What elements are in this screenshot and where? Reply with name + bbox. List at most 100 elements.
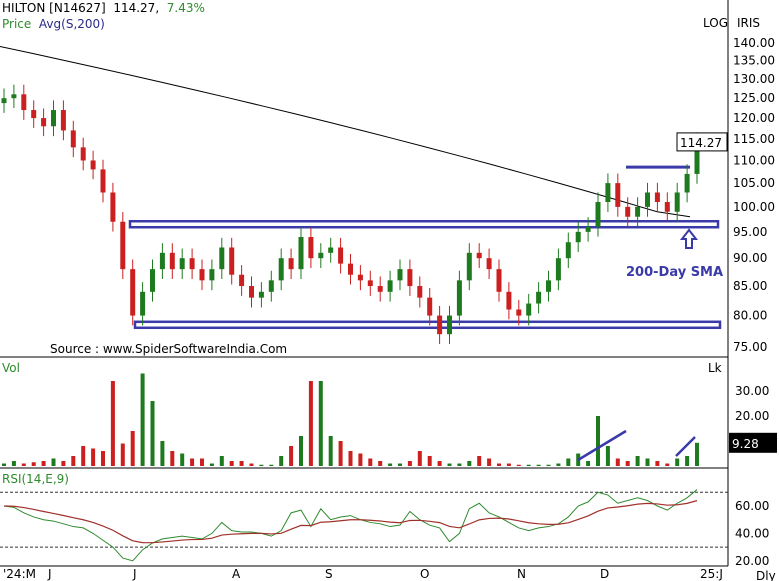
candle-body: [288, 258, 294, 270]
candle-body: [41, 118, 47, 127]
candle-body: [140, 291, 146, 316]
price-tick: 95.00: [733, 225, 767, 239]
log-label: LOG: [703, 16, 728, 30]
volume-bar: [546, 464, 551, 466]
volume-bar: [289, 446, 294, 466]
price-tick: 90.00: [733, 251, 767, 265]
x-tick: J: [47, 567, 52, 581]
volume-bar: [506, 463, 511, 466]
price-tick: 135.00: [733, 54, 775, 68]
volume-bar: [497, 463, 501, 466]
symbol-label: HILTON [N14627]: [2, 1, 106, 15]
volume-bar: [81, 446, 86, 466]
volume-bar: [279, 456, 284, 466]
candle-body: [258, 291, 264, 298]
candle-body: [31, 110, 37, 119]
period-label: Dly: [756, 569, 776, 581]
candle-body: [486, 258, 492, 270]
x-tick: S: [325, 567, 333, 581]
candle-body: [120, 221, 126, 270]
candle-body: [21, 94, 27, 111]
candle-body: [645, 192, 650, 207]
volume-bar: [328, 436, 333, 466]
x-tick: 25:J: [700, 567, 723, 581]
candle-body: [130, 269, 136, 316]
volume-bar: [21, 463, 26, 466]
chart-header: HILTON [N14627] 114.27, 7.43%: [2, 1, 205, 15]
volume-bar: [348, 451, 353, 466]
volume-bar: [41, 461, 46, 466]
candle-body: [229, 247, 235, 275]
volume-trendline: [577, 429, 627, 462]
indicator-prefix: Price: [2, 17, 32, 31]
candle-body: [625, 206, 631, 217]
volume-bar: [31, 462, 36, 466]
candle-body: [466, 252, 472, 281]
price-tick: 120.00: [733, 111, 775, 125]
sma-annotation: 200-Day SMA: [626, 265, 723, 280]
last-price-box: [676, 132, 728, 152]
volume-tick: 30.00: [735, 384, 769, 398]
volume-bar: [249, 463, 254, 466]
candle-body: [199, 269, 205, 281]
volume-bar: [685, 456, 690, 466]
candle-body: [516, 309, 522, 316]
x-tick: J: [132, 567, 137, 581]
volume-unit: Lk: [708, 361, 722, 375]
candle-body: [348, 263, 353, 275]
candle-body: [367, 280, 373, 287]
candle-body: [278, 258, 284, 281]
candle-body: [70, 130, 76, 148]
volume-bar: [91, 448, 96, 466]
candle-body: [397, 269, 403, 281]
volume-bar: [477, 456, 482, 466]
indicator-name: Avg(S,200): [38, 17, 105, 31]
volume-bar: [160, 441, 165, 466]
volume-bar: [200, 458, 204, 466]
candle-body: [674, 192, 680, 212]
volume-bar: [526, 464, 531, 466]
volume-bar: [299, 436, 303, 466]
last-price-label: 114.27: [680, 136, 722, 150]
candle-body: [526, 303, 532, 316]
volume-bar: [110, 381, 115, 466]
candle-body: [506, 291, 512, 310]
candle-body: [318, 252, 324, 259]
volume-bar: [120, 443, 125, 466]
price-tick: 100.00: [733, 200, 775, 214]
volume-bar: [645, 458, 650, 466]
candle-body: [555, 258, 561, 281]
candle-body: [80, 147, 86, 161]
price-tick: 110.00: [733, 153, 775, 167]
rsi-signal-line: [3, 500, 698, 544]
volume-bar: [388, 463, 393, 466]
volume-bar: [130, 431, 135, 466]
volume-bar: [596, 416, 600, 466]
candle-body: [496, 269, 502, 292]
resistance-band: [128, 219, 720, 229]
candle-body: [268, 280, 274, 292]
last-volume-box: [729, 432, 777, 453]
volume-bar: [239, 461, 244, 466]
volume-bar: [615, 458, 620, 466]
volume-bar: [338, 441, 343, 466]
candle-body: [447, 315, 452, 335]
volume-bar: [536, 464, 541, 466]
candle-body: [150, 269, 155, 292]
candle-body: [60, 110, 66, 131]
change-label: 7.43%: [166, 1, 205, 15]
volume-bar: [447, 463, 452, 466]
candle-body: [298, 237, 304, 270]
price-tick: 75.00: [733, 340, 767, 354]
volume-title: Vol: [2, 361, 20, 375]
volume-tick: 20.00: [735, 409, 769, 423]
candle-body: [635, 206, 641, 217]
price-tick: 105.00: [733, 176, 775, 190]
rsi-tick: 40.00: [735, 526, 769, 540]
x-tick: N: [517, 567, 526, 581]
candle-body: [387, 280, 393, 292]
support-band: [133, 320, 722, 330]
volume-bar: [140, 373, 145, 466]
volume-bar: [61, 461, 66, 466]
